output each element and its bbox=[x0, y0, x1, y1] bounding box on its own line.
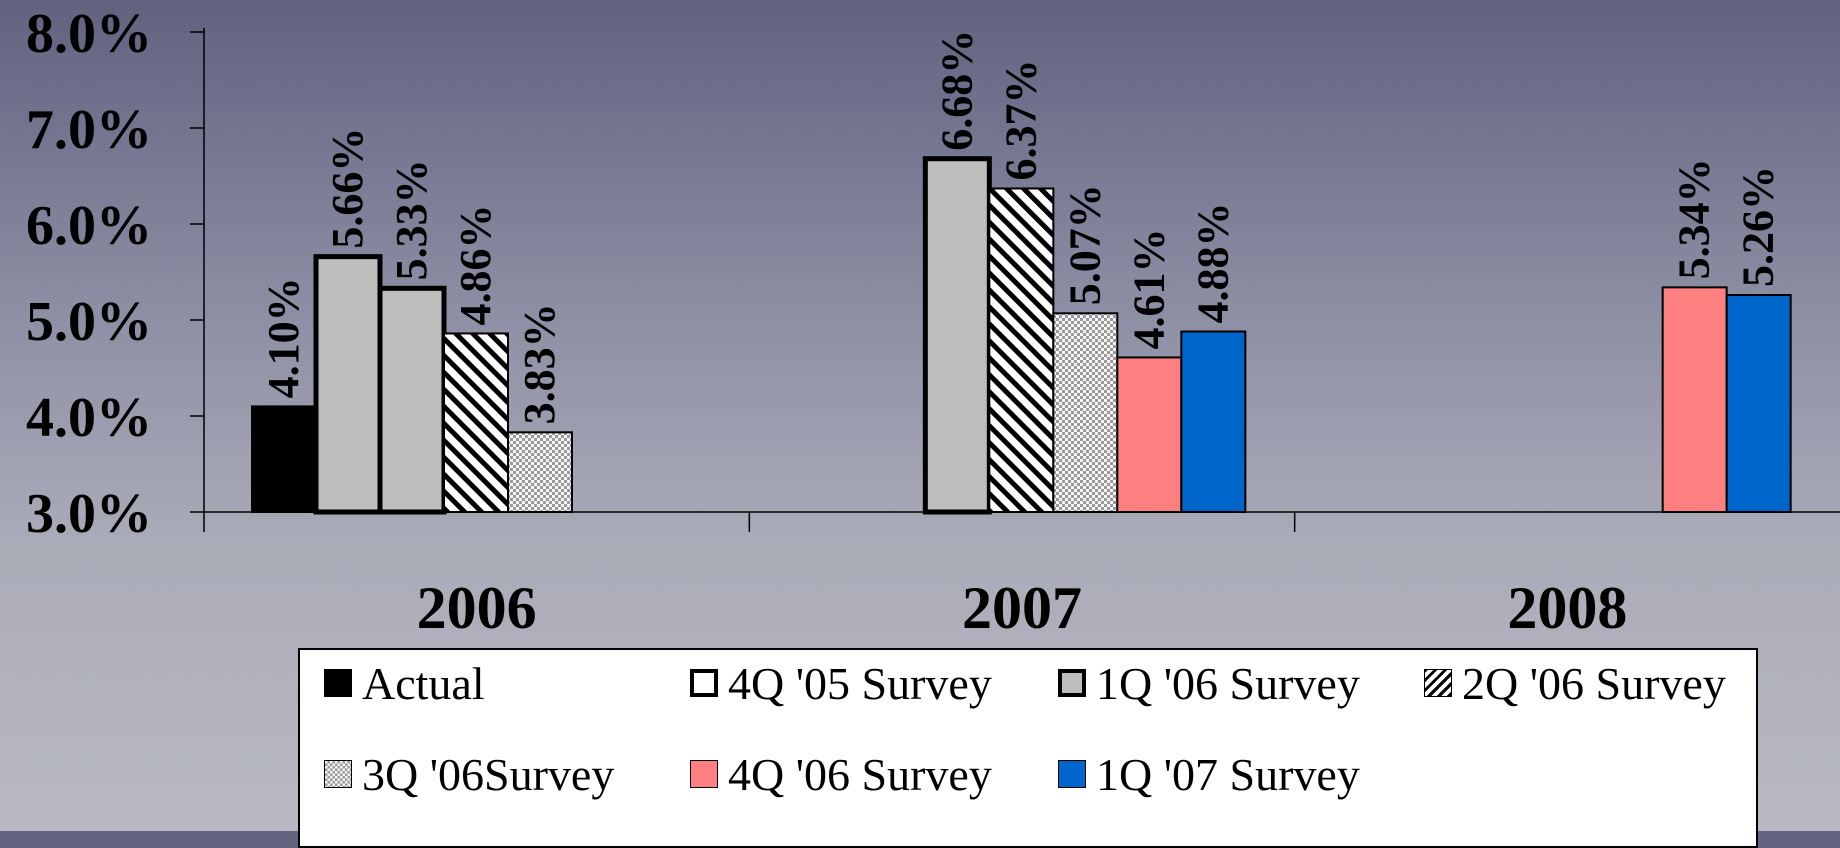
y-tick-label: 8.0% bbox=[26, 3, 152, 65]
bar-1q-06-survey-2007 bbox=[922, 156, 992, 515]
data-labels: 4.10% 5.66% 5.33% 6.68% 4.86% 6.37% 3.83% 5.07%… bbox=[259, 30, 1783, 425]
y-tick-label: 7.0% bbox=[26, 99, 152, 161]
legend-swatch bbox=[1058, 760, 1086, 788]
y-tick-label: 5.0% bbox=[26, 291, 152, 353]
legend-item: 1Q '07 Survey bbox=[1058, 748, 1360, 800]
bar-4q-05-survey-2006 bbox=[313, 254, 383, 515]
legend-swatch bbox=[1424, 669, 1452, 697]
bar-3q-06survey-2006 bbox=[507, 431, 573, 514]
legend-item: 4Q '05 Survey bbox=[690, 657, 992, 709]
x-tick-label: 2007 bbox=[962, 575, 1082, 641]
data-label: 5.34% bbox=[1670, 158, 1719, 279]
bar-1q-06-survey-2006 bbox=[377, 285, 447, 515]
bar-4q-06-survey-2007 bbox=[1116, 356, 1183, 513]
data-label: 5.07% bbox=[1060, 184, 1109, 305]
legend-label: 4Q '06 Survey bbox=[728, 748, 992, 800]
axes: 3.0% 4.0% 5.0% 6.0% 7.0% 8.0% 2006 2007 2008 bbox=[26, 3, 1840, 641]
legend-label: Actual bbox=[362, 657, 485, 709]
data-label: 6.37% bbox=[996, 59, 1045, 180]
bar-1q-07-survey-2008 bbox=[1725, 294, 1792, 514]
bar-2q-06-survey-2007 bbox=[988, 187, 1055, 513]
legend: Actual 4Q '05 Survey 1Q '06 Survey 2Q '06 S… bbox=[298, 648, 1758, 848]
legend-swatch bbox=[324, 669, 352, 697]
bar-3q-06survey-2007 bbox=[1052, 312, 1119, 513]
bar-2q-06-survey-2006 bbox=[443, 332, 509, 513]
legend-item: 3Q '06Survey bbox=[324, 748, 615, 800]
data-label: 4.88% bbox=[1188, 203, 1237, 324]
legend-label: 3Q '06Survey bbox=[362, 748, 615, 800]
bars bbox=[251, 156, 1792, 515]
bar-chart: 3.0% 4.0% 5.0% 6.0% 7.0% 8.0% 2006 2007 2008 4.1… bbox=[26, 3, 1840, 641]
legend-swatch bbox=[324, 760, 352, 788]
data-label: 5.26% bbox=[1734, 166, 1783, 287]
legend-item: 1Q '06 Survey bbox=[1058, 657, 1360, 709]
data-label: 4.86% bbox=[451, 204, 500, 325]
legend-item: Actual bbox=[324, 657, 485, 709]
data-label: 4.10% bbox=[259, 277, 308, 398]
bar-4q-06-survey-2008 bbox=[1661, 286, 1728, 513]
bar-actual-2006 bbox=[251, 405, 317, 513]
legend-label: 2Q '06 Survey bbox=[1462, 657, 1726, 709]
legend-label: 1Q '07 Survey bbox=[1096, 748, 1360, 800]
legend-label: 1Q '06 Survey bbox=[1096, 657, 1360, 709]
bar-1q-07-survey-2007 bbox=[1180, 330, 1247, 513]
data-label: 6.68% bbox=[932, 30, 981, 151]
legend-item: 4Q '06 Survey bbox=[690, 748, 992, 800]
legend-swatch bbox=[690, 760, 718, 788]
data-label: 5.33% bbox=[387, 159, 436, 280]
y-tick-label: 4.0% bbox=[26, 387, 152, 449]
y-tick-label: 6.0% bbox=[26, 195, 152, 257]
data-label: 4.61% bbox=[1124, 228, 1173, 349]
x-tick-label: 2008 bbox=[1507, 575, 1627, 641]
legend-item: 2Q '06 Survey bbox=[1424, 657, 1726, 709]
data-label: 5.66% bbox=[323, 128, 372, 249]
legend-label: 4Q '05 Survey bbox=[728, 657, 992, 709]
legend-swatch bbox=[1058, 669, 1086, 697]
legend-swatch bbox=[690, 669, 718, 697]
data-label: 3.83% bbox=[515, 303, 564, 424]
y-tick-label: 3.0% bbox=[26, 483, 152, 545]
x-tick-label: 2006 bbox=[417, 575, 537, 641]
